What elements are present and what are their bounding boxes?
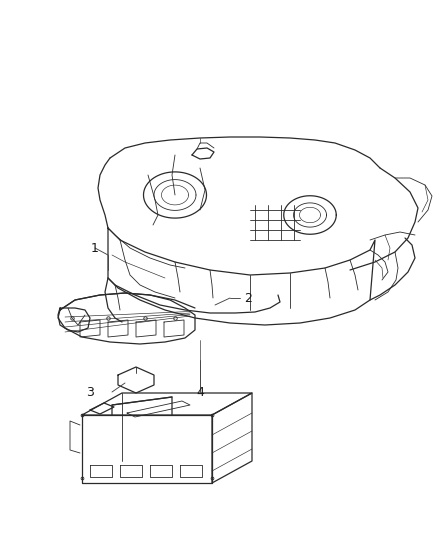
Text: 4: 4 — [196, 385, 204, 399]
Text: 1: 1 — [91, 241, 99, 254]
Text: 3: 3 — [86, 385, 94, 399]
Text: 2: 2 — [244, 292, 252, 304]
